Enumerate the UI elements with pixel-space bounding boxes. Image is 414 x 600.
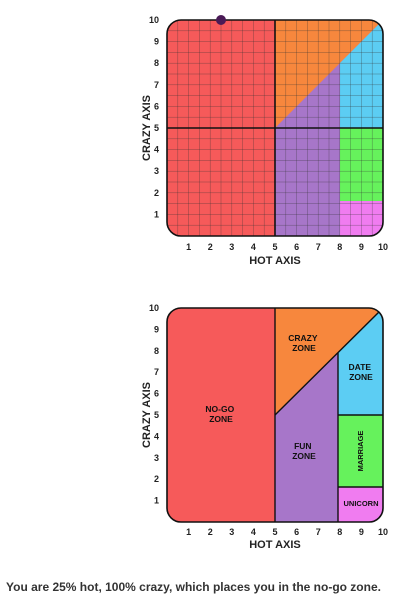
grid-lines: [167, 20, 383, 236]
x-tick-label: 2: [208, 242, 213, 252]
x-tick-label: 8: [337, 527, 342, 537]
y-tick-label: 9: [154, 324, 159, 334]
zone-plot-border: [166, 307, 384, 523]
y-tick-label: 8: [154, 58, 159, 68]
grid-chart: 1 2 3 4 5 6 7 8 9 10 1 2 3 4 5 6 7 8 9 10 HOT AXIS CRAZY A…: [141, 15, 388, 267]
y-axis-label: CRAZY AXIS: [141, 95, 153, 161]
unicorn-zone: [338, 487, 383, 522]
y-tick-label: 10: [149, 15, 159, 25]
y-tick-label: 1: [154, 209, 159, 219]
date-zone-label: DATE ZONE: [349, 362, 374, 382]
x-tick-label: 2: [208, 527, 213, 537]
y-tick-label: 1: [154, 496, 159, 506]
no-go-zone-label: NO-GO ZONE: [205, 404, 236, 424]
zone-y-axis-label: CRAZY AXIS: [141, 382, 153, 448]
x-tick-label: 1: [186, 527, 191, 537]
zone-x-tick-labels: 1 2 3 4 5 6 7 8 9 10: [186, 527, 388, 537]
crazy-zone-label: CRAZY ZONE: [288, 333, 320, 353]
unicorn-zone-label: UNICORN: [344, 499, 379, 508]
y-tick-label: 2: [154, 188, 159, 198]
x-tick-label: 7: [316, 527, 321, 537]
result-text: You are 25% hot, 100% crazy, which place…: [6, 580, 381, 594]
y-tick-label: 9: [154, 37, 159, 47]
x-tick-label: 3: [229, 527, 234, 537]
x-tick-label: 6: [294, 242, 299, 252]
y-tick-label: 4: [154, 145, 159, 155]
y-tick-label: 5: [154, 123, 159, 133]
x-tick-label: 5: [272, 242, 277, 252]
y-tick-label: 7: [154, 80, 159, 90]
zone-x-axis-label: HOT AXIS: [249, 539, 301, 551]
x-tick-label: 9: [359, 527, 364, 537]
y-tick-label: 8: [154, 346, 159, 356]
y-tick-label: 3: [154, 453, 159, 463]
marriage-zone-label: MARRIAGE: [356, 431, 365, 472]
y-tick-label: 10: [149, 303, 159, 313]
x-tick-label: 6: [294, 527, 299, 537]
y-tick-labels: 1 2 3 4 5 6 7 8 9 10: [149, 15, 159, 219]
zone-chart: NO-GO ZONE CRAZY ZONE FUN ZONE DATE ZONE…: [141, 303, 388, 551]
x-tick-label: 9: [359, 242, 364, 252]
date-zone: [338, 308, 383, 415]
x-tick-label: 4: [251, 242, 256, 252]
x-tick-labels: 1 2 3 4 5 6 7 8 9 10: [186, 242, 388, 252]
x-axis-label: HOT AXIS: [249, 255, 301, 267]
x-tick-label: 7: [316, 242, 321, 252]
fun-zone-label: FUN ZONE: [292, 441, 316, 461]
zone-borders: [274, 308, 383, 522]
x-tick-label: 4: [251, 527, 256, 537]
marriage-zone: [338, 415, 383, 487]
y-tick-label: 6: [154, 389, 159, 399]
y-tick-label: 6: [154, 101, 159, 111]
y-tick-label: 4: [154, 431, 159, 441]
y-tick-label: 3: [154, 166, 159, 176]
x-tick-label: 10: [378, 527, 388, 537]
y-tick-label: 5: [154, 410, 159, 420]
y-tick-label: 7: [154, 367, 159, 377]
zone-y-tick-labels: 1 2 3 4 5 6 7 8 9 10: [149, 303, 159, 506]
x-tick-label: 5: [272, 527, 277, 537]
y-tick-label: 2: [154, 474, 159, 484]
x-tick-label: 3: [229, 242, 234, 252]
result-marker: [216, 15, 226, 25]
x-tick-label: 1: [186, 242, 191, 252]
x-tick-label: 10: [378, 242, 388, 252]
x-tick-label: 8: [337, 242, 342, 252]
plot-border: [166, 19, 384, 237]
